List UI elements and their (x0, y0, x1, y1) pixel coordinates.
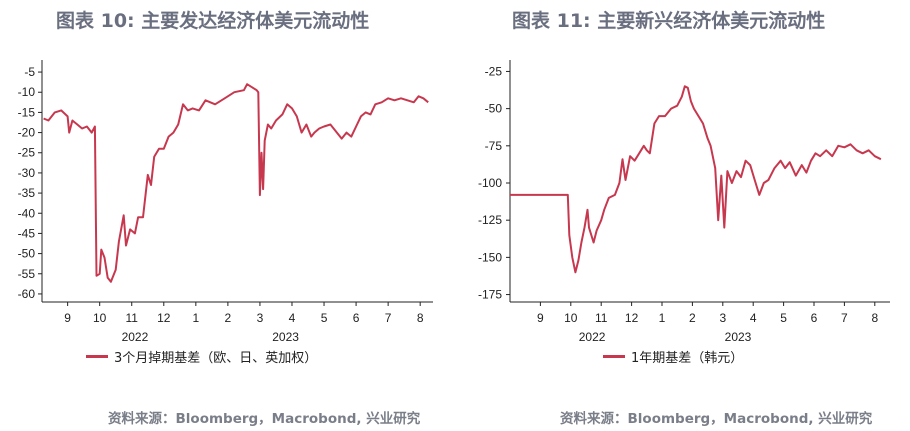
x-tick-label-1-4: 1 (659, 311, 666, 325)
y-tick-label-1-6: -175 (478, 288, 502, 302)
y-tick-label-1-5: -150 (478, 250, 502, 264)
x-tick-label-0-1: 10 (93, 311, 107, 325)
chart-right-title: 图表 11: 主要新兴经济体美元流动性 (512, 10, 826, 32)
x-tick-label-1-5: 2 (689, 311, 696, 325)
x-tick-label-0-7: 4 (289, 311, 296, 325)
y-tick-label-1-0: -25 (485, 64, 503, 78)
y-tick-label-1-4: -125 (478, 213, 502, 227)
x-year-label-1-1: 2023 (725, 330, 752, 344)
x-tick-label-0-10: 7 (385, 311, 392, 325)
chart-left-title: 图表 10: 主要发达经济体美元流动性 (56, 10, 370, 32)
x-tick-label-1-9: 6 (811, 311, 818, 325)
y-tick-label-0-4: -25 (18, 146, 36, 160)
x-tick-label-0-6: 3 (257, 311, 264, 325)
x-tick-label-1-10: 7 (841, 311, 848, 325)
legend-swatch-left (86, 355, 108, 358)
x-tick-label-1-6: 3 (719, 311, 726, 325)
y-tick-label-1-1: -50 (485, 102, 503, 116)
x-year-label-0-1: 2023 (272, 330, 299, 344)
legend-label-right: 1年期基差（韩元） (631, 351, 744, 366)
x-tick-label-1-8: 5 (780, 311, 787, 325)
y-tick-label-0-5: -30 (18, 166, 36, 180)
x-tick-label-0-4: 1 (192, 311, 199, 325)
x-tick-label-1-11: 8 (871, 311, 878, 325)
source-note-right: 资料来源：Bloomberg，Macrobond, 兴业研究 (560, 411, 873, 427)
y-tick-label-0-6: -35 (18, 186, 36, 200)
source-note-left: 资料来源：Bloomberg，Macrobond, 兴业研究 (108, 411, 421, 427)
x-tick-label-1-1: 10 (564, 311, 578, 325)
x-tick-label-0-0: 9 (64, 311, 71, 325)
chart-right-legend: 1年期基差（韩元） (603, 347, 743, 366)
y-tick-label-0-3: -20 (18, 126, 36, 140)
series-line-0-0 (43, 83, 429, 283)
y-tick-label-0-11: -60 (18, 287, 36, 301)
y-tick-label-0-7: -40 (18, 206, 36, 220)
y-tick-label-0-1: -10 (18, 85, 36, 99)
x-tick-label-0-3: 12 (157, 311, 171, 325)
y-tick-label-0-2: -15 (18, 105, 36, 119)
y-tick-label-1-3: -100 (478, 176, 502, 190)
chart-left-legend: 3个月掉期基差（欧、日、英加权） (86, 347, 317, 366)
y-tick-label-0-0: -5 (24, 65, 35, 79)
x-year-label-0-0: 2022 (122, 330, 149, 344)
x-tick-label-0-11: 8 (417, 311, 424, 325)
y-tick-label-0-10: -55 (18, 267, 36, 281)
x-tick-label-0-2: 11 (126, 311, 139, 325)
x-tick-label-0-9: 6 (353, 311, 360, 325)
legend-swatch-right (603, 355, 625, 358)
x-tick-label-1-3: 12 (625, 311, 639, 325)
y-tick-label-1-2: -75 (485, 139, 503, 153)
y-tick-label-0-9: -50 (18, 247, 36, 261)
x-tick-label-0-5: 2 (225, 311, 232, 325)
x-tick-label-0-8: 5 (321, 311, 328, 325)
x-tick-label-1-0: 9 (537, 311, 544, 325)
x-tick-label-1-7: 4 (750, 311, 757, 325)
series-line-1-0 (510, 85, 882, 274)
legend-label-left: 3个月掉期基差（欧、日、英加权） (114, 351, 318, 366)
x-tick-label-1-2: 11 (595, 311, 608, 325)
x-year-label-1-0: 2022 (579, 330, 606, 344)
y-tick-label-0-8: -45 (18, 226, 36, 240)
